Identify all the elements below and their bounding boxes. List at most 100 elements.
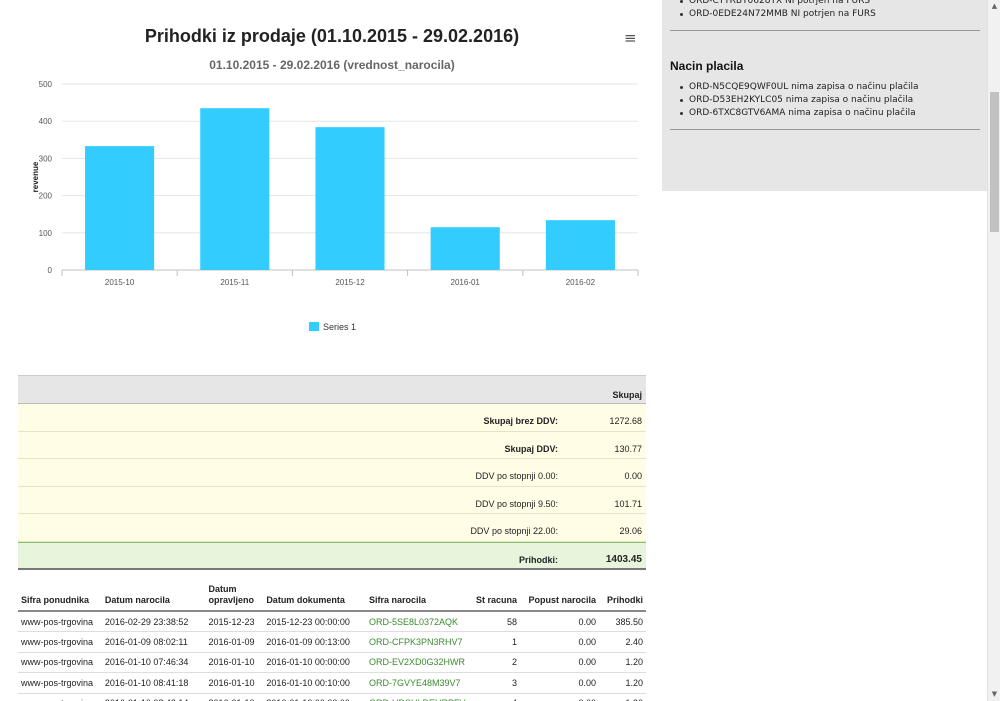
summary-label: DDV po stopnji 0.00: [475,471,558,482]
summary-row: DDV po stopnji 22.00: 29.06 [18,514,646,542]
table-cell: 2016-01-10 [205,693,264,701]
table-cell: 2 [468,652,521,673]
revenue-chart: 0 100 200 300 400 500 revenue 2015-10 2015-11 201… [18,18,646,348]
table-cell: 0.00 [520,631,600,653]
total-value: 1403.45 [605,553,642,565]
list-item: ORD-D53EH2KYLC05 nima zapisa o načinu pl… [680,94,979,107]
column-header[interactable]: Sifra narocila [365,571,469,612]
table-row: www-pos-trgovina 2016-01-10 08:41:18 2016-… [18,672,646,694]
x-tick-label: 2016-02 [566,278,596,287]
table-cell: www-pos-trgovina [18,631,102,653]
list-item: ORD-N5CQE9QWF0UL nima zapisa o načinu pl… [680,81,979,94]
order-link[interactable]: ORD-7GVYE48M39V7 [365,672,469,694]
column-header[interactable]: Popust narocila [520,571,600,612]
summary-label: DDV po stopnji 9.50: [475,498,558,509]
x-tick-label: 2015-11 [220,278,249,287]
table-cell: 2015-12-23 [205,611,264,632]
column-header[interactable]: Prihodki [599,571,646,612]
validation-panel: ORD-CYYRBT0628TX NI potrjen na FURS ORD-… [662,0,987,191]
summary-table: Skupaj Skupaj brez DDV: 1272.68 Skupaj D… [18,375,646,570]
table-cell: 0.00 [520,693,600,701]
y-tick-label: 500 [39,80,53,89]
total-label: Prihodki: [518,554,558,565]
x-tick-label: 2016-01 [451,278,481,287]
table-cell: 4 [468,693,521,701]
table-cell: 2016-01-10 07:46:34 [101,652,206,673]
table-cell: 2016-01-10 00:00:00 [263,693,366,701]
table-cell: 2016-01-10 08:42:14 [101,693,206,701]
table-cell: 58 [468,611,521,632]
page-scrollbar[interactable]: ▲ ▼ [987,0,1000,701]
column-header[interactable]: Sifra ponudnika [18,571,102,612]
table-cell: www-pos-trgovina [18,652,102,673]
table-cell: 0.00 [520,611,600,632]
column-header[interactable]: Datum narocila [101,571,206,612]
bar [545,220,615,270]
table-cell: 2016-01-10 [205,672,264,694]
order-link[interactable]: ORD-EV2XD0G32HWR [365,652,469,673]
list-item: ORD-0EDE24N72MMB NI potrjen na FURS [680,8,979,21]
summary-value: 101.71 [614,498,642,509]
scroll-up-arrow-icon[interactable]: ▲ [991,2,998,10]
table-header-row: Sifra ponudnika Datum narocila Datum opr… [18,571,646,612]
chart-subtitle: 01.10.2015 - 29.02.2016 (vrednost_naroci… [209,58,455,72]
table-row: www-pos-trgovina 2016-01-10 07:46:34 2016-… [18,652,646,673]
y-tick-label: 400 [39,117,53,126]
table-cell: 3 [468,672,521,694]
y-axis-label: revenue [31,161,40,192]
legend-label: Series 1 [323,322,357,332]
table-cell: 385.50 [599,611,646,632]
y-tick-label: 200 [39,192,53,201]
column-header[interactable]: Datum dokumenta [263,571,366,612]
summary-row: DDV po stopnji 0.00: 0.00 [18,459,646,487]
summary-row: DDV po stopnji 9.50: 101.71 [18,486,646,515]
table-cell: 1 [468,631,521,653]
table-cell: 2016-01-10 [205,652,264,673]
summary-header-label: Skupaj [612,390,642,400]
scroll-thumb[interactable] [990,92,999,232]
table-cell: 1.20 [599,672,646,694]
table-cell: 2015-12-23 00:00:00 [263,611,366,632]
divider [670,129,980,130]
table-cell: www-pos-trgovina [18,693,102,701]
legend-swatch [309,322,319,331]
column-header[interactable]: Datum opravljeno [205,571,264,612]
y-tick-label: 100 [39,229,53,238]
summary-value: 130.77 [614,443,642,454]
divider [670,30,980,31]
chart-legend[interactable]: Series 1 [309,322,356,332]
order-link[interactable]: ORD-CFPK3PN3RHV7 [365,631,469,653]
bar [315,127,385,270]
summary-value: 0.00 [624,471,642,482]
summary-row: Skupaj brez DDV: 1272.68 [18,404,646,432]
scroll-down-arrow-icon[interactable]: ▼ [991,690,998,698]
table-cell: 2.40 [599,631,646,653]
column-header[interactable]: St racuna [468,571,521,612]
y-tick-label: 300 [39,154,53,163]
list-item: ORD-6TXC8GTV6AMA nima zapisa o načinu pl… [680,107,979,120]
y-tick-label: 0 [48,266,53,275]
x-tick-label: 2015-12 [335,278,365,287]
order-link[interactable]: ORD-5SE8L0372AQK [365,611,469,632]
summary-value: 1272.68 [609,416,642,426]
summary-label: Skupaj brez DDV: [483,416,558,426]
summary-label: Skupaj DDV: [504,443,558,454]
table-row: www-pos-trgovina 2016-01-09 08:02:11 2016-… [18,631,646,653]
summary-header: Skupaj [18,375,646,404]
furs-issue-list: ORD-CYYRBT0628TX NI potrjen na FURS ORD-… [670,0,979,21]
table-cell: 0.00 [520,652,600,673]
chart-title: Prihodki iz prodaje (01.10.2015 - 29.02.… [144,26,520,46]
summary-label: DDV po stopnji 22.00: [470,526,558,537]
table-cell: 1.20 [599,693,646,701]
table-cell: 2016-01-10 00:00:00 [263,652,366,673]
x-tick-label: 2015-10 [105,278,135,287]
table-cell: 1.20 [599,652,646,673]
hamburger-menu-icon[interactable]: ≡ [624,29,637,47]
bar [200,108,270,271]
bar [85,146,155,270]
summary-row: Skupaj DDV: 130.77 [18,431,646,460]
bar [430,227,500,270]
order-link[interactable]: ORD-UDSHLDEHRPFV [365,693,469,701]
chart-canvas: 0 100 200 300 400 500 revenue 2015-10 2015-11 201… [31,80,639,287]
